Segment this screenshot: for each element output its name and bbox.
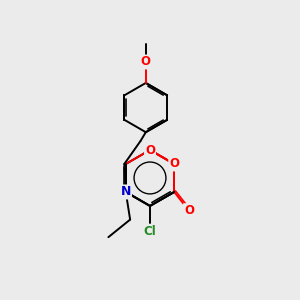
Text: O: O — [145, 143, 155, 157]
Text: O: O — [169, 158, 179, 170]
Text: N: N — [121, 185, 131, 199]
Text: Cl: Cl — [144, 225, 156, 238]
Text: O: O — [184, 204, 194, 217]
Text: O: O — [141, 56, 151, 68]
